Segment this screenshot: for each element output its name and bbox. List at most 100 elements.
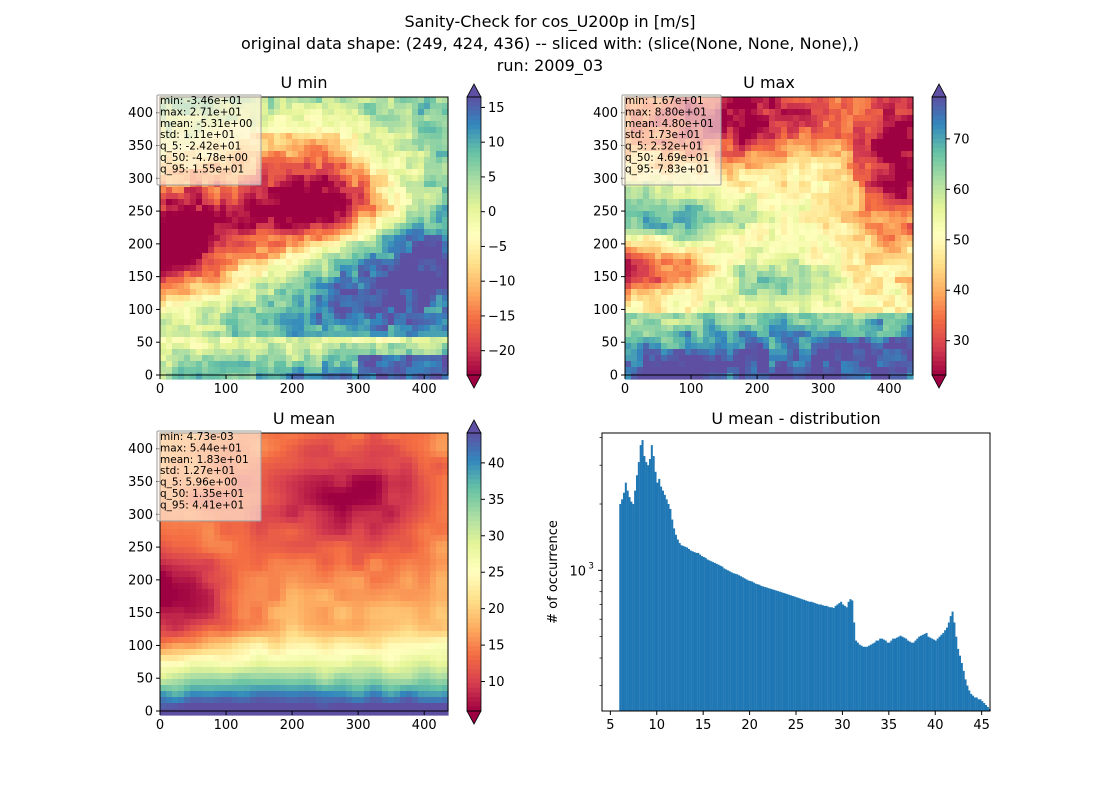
y-tick-label: 400 [128, 442, 153, 457]
histogram-bar [784, 593, 787, 711]
y-tick-label: 300 [593, 172, 618, 187]
histogram-bar [918, 636, 921, 711]
histogram-bar [953, 622, 956, 711]
histogram-bar [821, 605, 824, 711]
colorbar-tick-label: 60 [953, 183, 970, 198]
histogram-bar [691, 551, 694, 711]
y-tick-label: 10 [569, 564, 586, 579]
histogram-bar [797, 597, 800, 711]
histogram-bar [823, 605, 826, 711]
histogram-bar [673, 528, 676, 711]
panel-title: U min [281, 73, 328, 92]
histogram-bar [934, 640, 937, 711]
histogram-bar [955, 636, 958, 711]
stats-line: min: -3.46e+01 [160, 95, 242, 107]
x-tick-label: 30 [834, 718, 851, 733]
colorbar-tick-label: 50 [953, 233, 970, 248]
histogram-bar [630, 501, 633, 711]
histogram-bar [693, 552, 696, 711]
histogram-bar [803, 599, 806, 711]
histogram-bar [971, 695, 974, 711]
histogram-bar [849, 599, 852, 711]
histogram-bar [960, 662, 963, 711]
histogram-bar [764, 587, 767, 711]
stats-line: max: 2.71e+01 [160, 106, 242, 118]
histogram-bar [743, 578, 746, 711]
histogram-bar [695, 552, 698, 711]
colorbar-tick-label: 40 [953, 284, 970, 299]
histogram-bar [762, 586, 765, 711]
stats-line: q_50: -4.78e+00 [160, 152, 248, 164]
histogram-bar [665, 499, 668, 711]
stats-line: min: 4.73e-03 [160, 431, 234, 443]
histogram-bar [778, 591, 781, 711]
histogram-bar [912, 642, 915, 711]
histogram-bar [715, 563, 718, 711]
histogram-bar [907, 640, 910, 711]
histogram-bar [756, 584, 759, 711]
heatmap-frame [624, 96, 914, 376]
colorbar-extend-max [466, 419, 482, 434]
histogram-bar [704, 557, 707, 711]
histogram-bar [645, 462, 648, 711]
histogram-bar [780, 592, 783, 711]
histogram-bar [726, 570, 729, 711]
stats-line: std: 1.11e+01 [160, 129, 235, 141]
histogram-bar [621, 499, 624, 711]
colorbar: 40 35 30 25 20 15 10 [466, 419, 505, 725]
histogram-bar [680, 545, 683, 711]
stats-line: q_95: 1.55e+01 [160, 163, 244, 175]
histogram-bar [632, 504, 635, 711]
suptitle-line-3: run: 2009_03 [496, 56, 604, 75]
histogram-bar [767, 588, 770, 711]
colorbar-tick-label: 10 [488, 675, 505, 690]
histogram-bar [817, 604, 820, 711]
y-tick-label: 350 [128, 475, 153, 490]
x-tick-label: 0 [621, 382, 629, 397]
histogram-bar [710, 561, 713, 711]
histogram-bar [946, 627, 949, 711]
histogram-bar [678, 543, 681, 711]
y-tick-label: 300 [128, 172, 153, 187]
colorbar: 70 60 50 40 30 [931, 83, 970, 389]
colorbar-tick-label: 35 [488, 493, 505, 508]
histogram-bar [843, 605, 846, 711]
stats-line: mean: 4.80e+01 [625, 118, 714, 130]
histogram-bar [819, 604, 822, 711]
histogram-bar [979, 699, 982, 711]
heatmap-frame [159, 96, 449, 376]
histogram-bar [886, 642, 889, 711]
stats-background [156, 430, 262, 522]
histogram-bar [760, 585, 763, 711]
histogram-bar [660, 486, 663, 711]
histogram-bar [881, 638, 884, 711]
histogram-bar [853, 622, 856, 711]
colorbar-tick-label: 0 [488, 205, 496, 220]
histogram-bar [769, 588, 772, 711]
stats-line: q_5: 5.96e+00 [160, 477, 237, 489]
histogram-bar [808, 601, 811, 711]
histogram-bar [725, 569, 728, 711]
y-tick-label: 400 [593, 106, 618, 121]
histogram-bar [871, 643, 874, 711]
histogram-bar [812, 602, 815, 711]
histogram-bar [634, 490, 637, 711]
histogram-bar [862, 646, 865, 711]
histogram-bar [940, 634, 943, 711]
histogram-bar [840, 601, 843, 711]
histogram-bar [882, 639, 885, 711]
y-tick-label: 350 [128, 139, 153, 154]
suptitle-line-1: Sanity-Check for cos_U200p in [m/s] [404, 12, 696, 31]
histogram-bar [920, 635, 923, 711]
histogram-bar [899, 635, 902, 711]
histogram-bar [897, 636, 900, 711]
histogram-bar [847, 601, 850, 711]
y-tick-label: 300 [128, 508, 153, 523]
histogram-bar [671, 519, 674, 711]
histogram-bar [977, 699, 980, 711]
x-tick-label: 300 [346, 718, 371, 733]
y-tick-label: 200 [128, 237, 153, 252]
x-tick-label: 5 [606, 718, 614, 733]
stats-line: mean: -5.31e+00 [160, 118, 252, 130]
